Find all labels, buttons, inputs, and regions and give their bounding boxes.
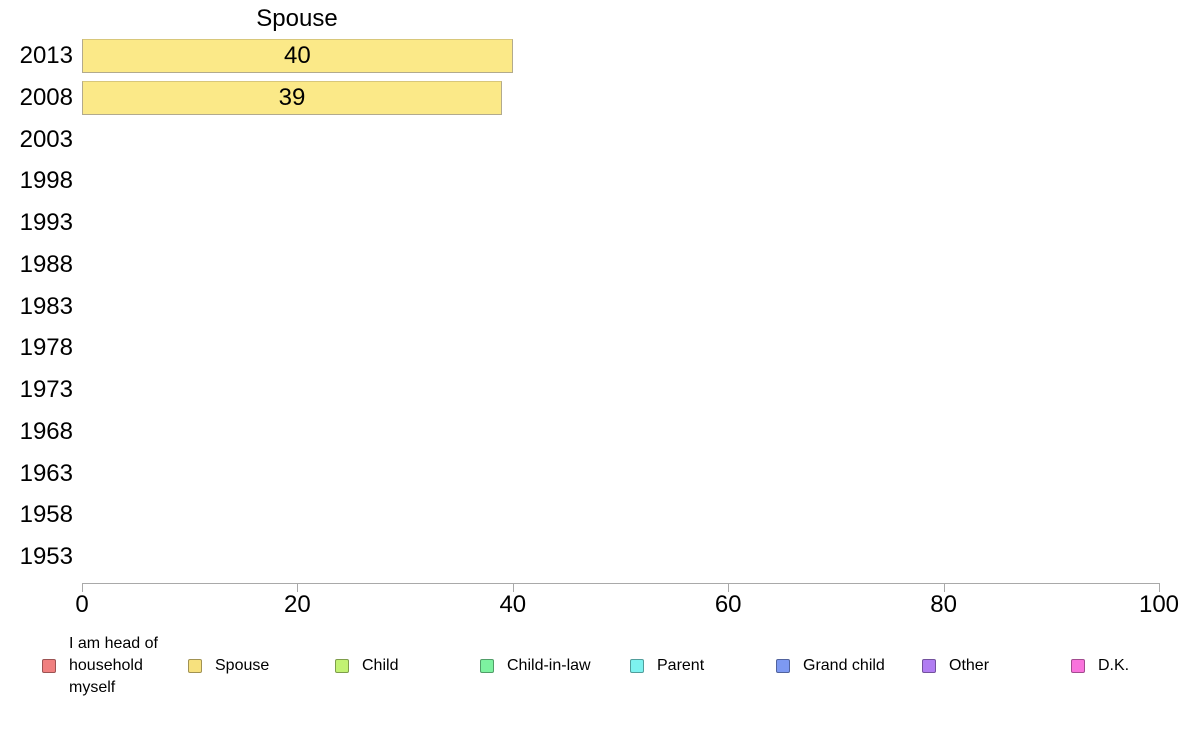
legend-swatch-icon — [480, 659, 494, 673]
y-axis-category-label: 1978 — [19, 334, 73, 362]
y-axis-category-label: 1963 — [19, 459, 73, 487]
legend-label: Other — [949, 657, 990, 674]
bar: 39 — [82, 80, 503, 115]
y-axis-category-label: 1958 — [19, 501, 73, 529]
x-axis-tick — [512, 583, 514, 592]
legend-swatch-icon — [1071, 659, 1085, 673]
y-axis-category-label: 1993 — [19, 209, 73, 237]
y-axis-category-label: 1988 — [19, 250, 73, 278]
legend-label: Child-in-law — [507, 657, 591, 674]
legend-item: Child-in-law — [480, 655, 591, 677]
legend-swatch-icon — [42, 659, 56, 673]
legend-label: Spouse — [215, 657, 270, 674]
x-axis-tick — [1159, 583, 1160, 592]
legend-swatch-icon — [776, 659, 790, 673]
chart-title: Spouse — [256, 5, 338, 32]
x-axis-tick-label: 80 — [930, 591, 957, 618]
x-axis-tick-label: 20 — [284, 591, 311, 618]
y-axis-category-label: 2003 — [19, 125, 73, 153]
x-axis-tick-label: 60 — [714, 591, 742, 618]
bar-value-label: 40 — [284, 42, 311, 69]
x-axis-tick — [728, 583, 730, 592]
bar: 40 — [82, 39, 513, 73]
legend-swatch-icon — [630, 659, 644, 673]
x-axis-tick — [943, 583, 945, 592]
bar-value-label: 39 — [278, 83, 306, 111]
legend-swatch-icon — [335, 659, 349, 673]
legend-label: I am head of household myself — [69, 635, 158, 696]
legend-item: Spouse — [188, 655, 269, 677]
legend-label: Parent — [657, 657, 705, 674]
legend-item: Grand child — [776, 655, 885, 677]
legend-swatch-icon — [188, 659, 202, 673]
legend-item: Other — [922, 655, 989, 677]
legend-label: D.K. — [1098, 657, 1130, 674]
y-axis-category-label: 1968 — [19, 417, 73, 445]
y-axis-category-label: 2013 — [19, 42, 73, 69]
y-axis-category-label: 1953 — [19, 543, 73, 571]
x-axis-tick — [82, 583, 83, 592]
legend-swatch-icon — [922, 659, 936, 673]
legend-label: Child — [362, 657, 399, 674]
x-axis-tick — [297, 583, 299, 592]
legend-label: Grand child — [803, 657, 885, 674]
legend-item: Child — [335, 655, 398, 677]
legend-item: Parent — [630, 655, 704, 677]
x-axis-tick-label: 100 — [1138, 591, 1180, 618]
legend-item: I am head of household myself — [42, 633, 173, 699]
y-axis-category-label: 1973 — [19, 376, 73, 404]
y-axis-category-label: 2008 — [19, 83, 73, 111]
legend-item: D.K. — [1071, 655, 1129, 677]
x-axis-tick-label: 0 — [75, 591, 89, 618]
y-axis-category-label: 1983 — [19, 292, 73, 320]
x-axis-line — [82, 583, 1159, 584]
x-axis-tick-label: 40 — [499, 591, 527, 618]
y-axis-category-label: 1998 — [19, 167, 73, 195]
